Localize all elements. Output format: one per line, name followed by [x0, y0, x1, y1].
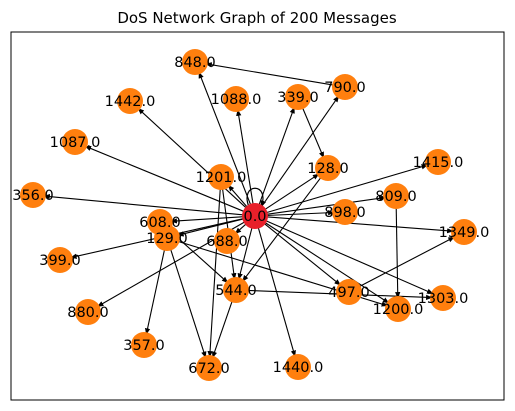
- node-label-608.0: 608.0: [139, 215, 181, 231]
- node-label-880.0: 880.0: [67, 305, 109, 321]
- edge-339.0-to-128.0: [301, 106, 325, 159]
- node-0.0: [242, 203, 268, 229]
- edge-128.0-to-544.0: [242, 176, 322, 282]
- node-label-809.0: 809.0: [375, 189, 417, 205]
- edge-790.0-to-848.0: [205, 62, 335, 86]
- edge-0.0-to-1201.0: [227, 184, 249, 209]
- node-544.0: [223, 277, 249, 303]
- edge-0.0-to-1303.0: [264, 219, 434, 295]
- node-label-1201.0: 1201.0: [196, 170, 247, 186]
- node-label-497.0: 497.0: [328, 285, 370, 301]
- node-label-790.0: 790.0: [324, 80, 366, 96]
- node-356.0: [20, 182, 46, 208]
- edge-809.0-to-1200.0: [395, 206, 401, 299]
- node-848.0: [182, 49, 208, 75]
- node-672.0: [196, 355, 222, 381]
- node-339.0: [285, 84, 311, 110]
- edge-0.0-to-1442.0: [137, 108, 248, 209]
- node-128.0: [315, 155, 341, 181]
- node-label-129.0: 129.0: [146, 231, 188, 247]
- edge-544.0-to-672.0: [212, 300, 233, 359]
- edge-129.0-to-672.0: [169, 248, 207, 359]
- node-1087.0: [62, 129, 88, 155]
- node-label-544.0: 544.0: [215, 283, 257, 299]
- node-1200.0: [385, 296, 411, 322]
- node-label-672.0: 672.0: [188, 361, 230, 377]
- edge-0.0-self-loop: [246, 187, 267, 208]
- node-1303.0: [430, 285, 456, 311]
- node-label-1415.0: 1415.0: [413, 155, 464, 171]
- node-1349.0: [451, 219, 477, 245]
- edge-0.0-to-1349.0: [265, 216, 454, 234]
- node-label-356.0: 356.0: [12, 188, 54, 204]
- edge-0.0-to-497.0: [263, 222, 341, 286]
- node-label-898.0: 898.0: [324, 205, 366, 221]
- node-label-399.0: 399.0: [39, 253, 81, 269]
- node-layer: 0.0 848.0 790.0 339.0 1088.0 1442.0 1087.0 128.…: [12, 49, 489, 381]
- node-label-1087.0: 1087.0: [50, 135, 101, 151]
- node-label-1440.0: 1440.0: [273, 360, 324, 376]
- node-1088.0: [223, 86, 249, 112]
- node-129.0: [154, 225, 180, 251]
- plot-frame: [10, 31, 505, 401]
- edge-0.0-to-129.0: [177, 218, 245, 237]
- edge-0.0-to-898.0: [265, 210, 335, 217]
- node-label-848.0: 848.0: [174, 55, 216, 71]
- edge-0.0-to-1087.0: [84, 145, 246, 213]
- node-809.0: [383, 183, 409, 209]
- edge-0.0-to-339.0: [258, 106, 295, 206]
- graph-title: DoS Network Graph of 200 Messages: [117, 9, 397, 27]
- node-label-357.0: 357.0: [123, 338, 165, 354]
- node-label-0.0: 0.0: [243, 209, 266, 225]
- node-label-688.0: 688.0: [206, 234, 248, 250]
- edge-0.0-to-848.0: [198, 71, 252, 206]
- node-1440.0: [285, 354, 311, 380]
- edge-0.0-to-544.0: [237, 226, 253, 280]
- node-1201.0: [208, 164, 234, 190]
- edge-0.0-to-1415.0: [265, 164, 429, 214]
- node-1415.0: [425, 149, 451, 175]
- edge-1201.0-to-672.0: [207, 187, 221, 358]
- node-label-339.0: 339.0: [277, 90, 319, 106]
- edge-497.0-to-1349.0: [358, 236, 455, 288]
- node-label-128.0: 128.0: [307, 161, 349, 177]
- edge-0.0-to-688.0: [234, 222, 248, 235]
- edge-0.0-to-608.0: [170, 216, 245, 224]
- node-357.0: [131, 332, 157, 358]
- node-399.0: [47, 247, 73, 273]
- node-790.0: [332, 74, 358, 100]
- edge-0.0-to-809.0: [265, 195, 386, 215]
- node-label-1349.0: 1349.0: [439, 225, 490, 241]
- node-898.0: [332, 199, 358, 225]
- node-1442.0: [117, 88, 143, 114]
- edge-0.0-to-790.0: [260, 95, 340, 208]
- node-880.0: [75, 299, 101, 325]
- node-497.0: [336, 279, 362, 305]
- edge-0.0-to-1200.0: [263, 221, 390, 304]
- edge-129.0-to-357.0: [144, 248, 166, 335]
- node-label-1088.0: 1088.0: [211, 92, 262, 108]
- node-label-1303.0: 1303.0: [418, 291, 469, 307]
- node-688.0: [214, 228, 240, 254]
- edge-0.0-to-356.0: [43, 193, 245, 216]
- edge-0.0-to-128.0: [263, 173, 320, 211]
- node-label-1442.0: 1442.0: [105, 94, 156, 110]
- node-label-1200.0: 1200.0: [373, 302, 424, 318]
